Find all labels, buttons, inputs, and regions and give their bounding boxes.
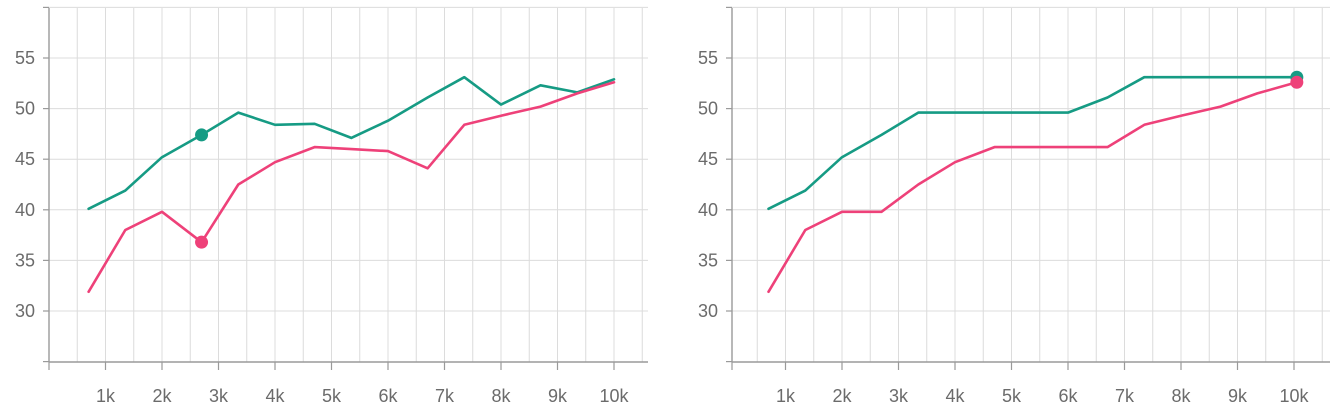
y-tick-label: 45 <box>698 149 718 169</box>
x-tick-label: 2k <box>152 386 172 406</box>
y-tick-label: 50 <box>698 99 718 119</box>
x-tick-label: 10k <box>599 386 629 406</box>
x-tick-label: 5k <box>322 386 342 406</box>
x-tick-label: 4k <box>265 386 285 406</box>
x-tick-label: 7k <box>435 386 455 406</box>
x-tick-label: 3k <box>889 386 909 406</box>
chart-2: 30 35 40 45 50 55 1k 2k 3k 4k 5k 6k 7k 8k 9k 10k <box>698 6 1330 406</box>
x-tick-label: 6k <box>378 386 398 406</box>
y-tick-label: 30 <box>698 301 718 321</box>
y-tick-label: 35 <box>698 250 718 270</box>
x-tick-label: 8k <box>491 386 511 406</box>
x-tick-label: 9k <box>548 386 568 406</box>
x-tick-label: 5k <box>1002 386 1022 406</box>
x-tick-label: 10k <box>1279 386 1309 406</box>
x-tick-label: 1k <box>776 386 796 406</box>
series-marker-2 <box>195 235 209 249</box>
series-line-2 <box>87 81 616 294</box>
x-tick-label: 6k <box>1058 386 1078 406</box>
y-tick-label: 30 <box>15 301 35 321</box>
x-tick-label: 1k <box>96 386 116 406</box>
y-tick-label: 40 <box>15 200 35 220</box>
y-tick-label: 50 <box>15 99 35 119</box>
chart-1: 30 35 40 45 50 55 1k 2k 3k 4k 5k 6k 7k 8k 9k 10k <box>15 6 648 406</box>
series-line-2 <box>767 81 1299 294</box>
y-tick-label: 55 <box>698 48 718 68</box>
y-tick-label: 55 <box>15 48 35 68</box>
x-tick-label: 9k <box>1228 386 1248 406</box>
series-line-1 <box>767 75 1299 211</box>
x-tick-label: 4k <box>945 386 965 406</box>
y-tick-label: 40 <box>698 200 718 220</box>
series-line-1 <box>87 75 616 211</box>
y-tick-label: 35 <box>15 250 35 270</box>
x-tick-label: 8k <box>1171 386 1191 406</box>
x-tick-label: 7k <box>1115 386 1135 406</box>
series-marker-1 <box>195 128 209 142</box>
y-tick-label: 45 <box>15 149 35 169</box>
x-tick-label: 2k <box>832 386 852 406</box>
series-marker-2 <box>1290 75 1304 89</box>
x-tick-label: 3k <box>209 386 229 406</box>
